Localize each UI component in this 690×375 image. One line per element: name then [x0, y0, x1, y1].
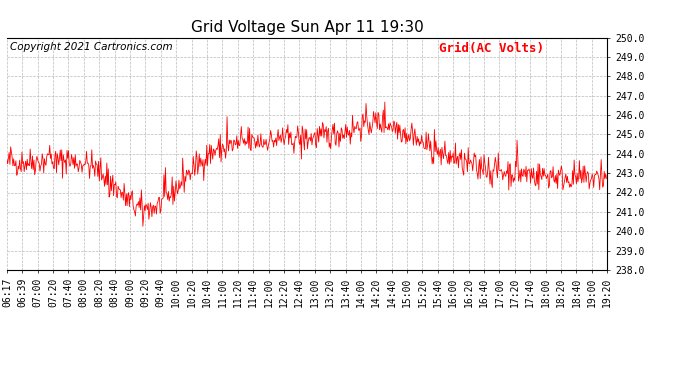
Text: Copyright 2021 Cartronics.com: Copyright 2021 Cartronics.com [10, 42, 172, 52]
Text: Grid(AC Volts): Grid(AC Volts) [439, 42, 544, 55]
Title: Grid Voltage Sun Apr 11 19:30: Grid Voltage Sun Apr 11 19:30 [190, 20, 424, 35]
